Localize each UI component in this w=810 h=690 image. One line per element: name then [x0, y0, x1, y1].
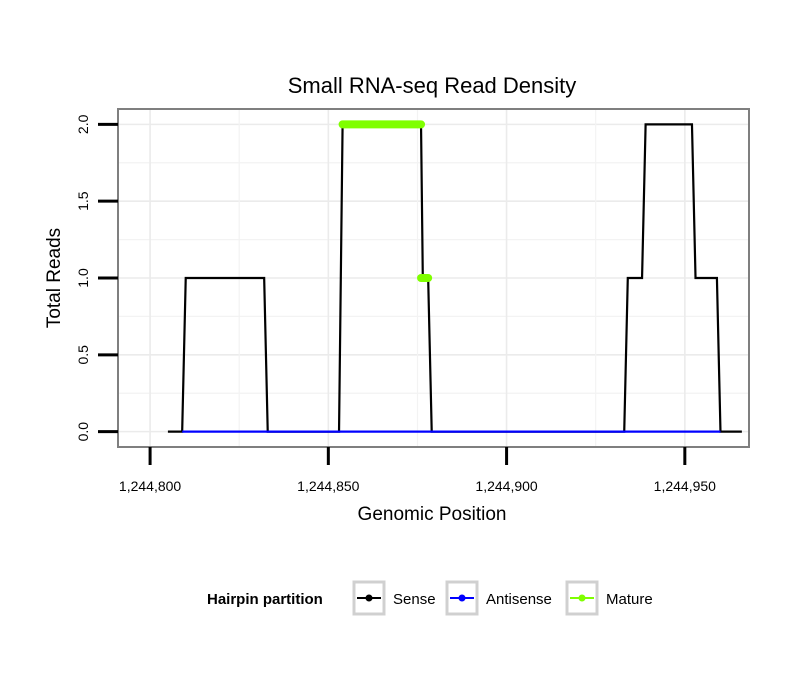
- legend-title: Hairpin partition: [207, 591, 323, 608]
- legend-key-point: [578, 594, 586, 602]
- legend-label: Mature: [606, 591, 653, 608]
- series-layer: [167, 120, 742, 433]
- series-sense-line: [167, 123, 742, 433]
- x-tick-label: 1,244,800: [119, 478, 181, 494]
- legend-entry-mature: Mature: [565, 580, 653, 616]
- x-tick-label: 1,244,850: [297, 478, 359, 494]
- legend-label: Antisense: [486, 591, 552, 608]
- y-axis-label: Total Reads: [44, 228, 65, 328]
- legend-entry-antisense: Antisense: [445, 580, 552, 616]
- y-tick-label: 0.5: [75, 345, 91, 365]
- y-tick-label: 0.0: [75, 422, 91, 442]
- legend: Hairpin partition Sense Antisense Mature: [207, 580, 653, 616]
- y-tick-label: 1.0: [75, 268, 91, 288]
- axes: 0.0 0.5 1.0 1.5 2.0 1,244,800 1,244,850 1,244,9…: [75, 114, 716, 494]
- legend-entry-sense: Sense: [352, 580, 436, 616]
- legend-entries: Sense Antisense Mature: [352, 580, 653, 616]
- x-axis-label: Genomic Position: [358, 504, 507, 525]
- legend-key-point: [458, 594, 466, 602]
- x-tick-label: 1,244,900: [475, 478, 537, 494]
- y-tick-label: 2.0: [75, 114, 91, 134]
- x-tick-label: 1,244,950: [654, 478, 716, 494]
- legend-label: Sense: [393, 591, 436, 608]
- legend-key-point: [365, 594, 373, 602]
- y-tick-label: 1.5: [75, 191, 91, 211]
- chart-title: Small RNA-seq Read Density: [288, 73, 577, 98]
